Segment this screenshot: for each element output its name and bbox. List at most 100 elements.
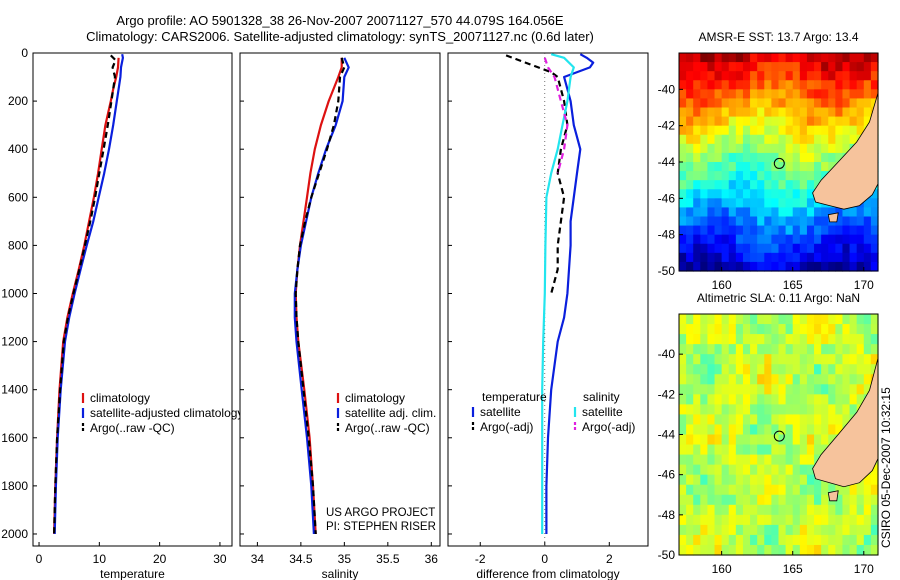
heatmap-cell	[764, 107, 772, 118]
heatmap-cell	[764, 374, 772, 385]
heatmap-cell	[863, 107, 872, 118]
heatmap-cell	[792, 134, 801, 145]
heatmap-cell	[828, 344, 836, 355]
heatmap-cell	[728, 344, 737, 355]
heatmap-cell	[742, 116, 751, 127]
heatmap-cell	[814, 424, 822, 436]
heatmap-cell	[792, 414, 801, 426]
y-tick-label: 800	[8, 238, 28, 252]
heatmap-cell	[828, 484, 836, 496]
heatmap-cell	[856, 384, 865, 395]
heatmap-cell	[721, 354, 730, 365]
heatmap-cell	[863, 374, 872, 385]
heatmap-cell	[757, 234, 765, 245]
heatmap-cell	[707, 494, 716, 506]
heatmap-cell	[728, 394, 737, 405]
heatmap-cell	[707, 524, 716, 536]
heatmap-cell	[693, 524, 701, 536]
heatmap-cell	[714, 162, 723, 172]
heatmap-cell	[721, 324, 730, 335]
heatmap-cell	[821, 354, 829, 365]
heatmap-cell	[686, 98, 694, 109]
heatmap-cell	[828, 152, 836, 163]
heatmap-cell	[764, 544, 772, 556]
heatmap-cell	[771, 524, 780, 536]
heatmap-cell	[842, 314, 851, 325]
heatmap-cell	[814, 89, 822, 100]
heatmap-cell	[714, 225, 723, 236]
heatmap-cell	[842, 89, 851, 100]
heatmap-cell	[814, 524, 822, 536]
heatmap-cell	[728, 261, 737, 272]
x-tick-label: 165	[783, 278, 803, 292]
heatmap-cell	[835, 374, 844, 385]
heatmap-cell	[771, 454, 780, 466]
heatmap-cell	[693, 134, 701, 145]
heatmap-cell	[700, 143, 709, 154]
heatmap-cell	[735, 454, 744, 466]
heatmap-cell	[842, 374, 851, 385]
heatmap-cell	[771, 189, 780, 199]
heatmap-cell	[785, 444, 794, 456]
heatmap-cell	[707, 98, 716, 109]
heatmap-cell	[835, 107, 844, 118]
heatmap-cell	[700, 494, 709, 506]
heatmap-cell	[806, 143, 815, 154]
heatmap-cell	[750, 434, 758, 446]
heatmap-cell	[693, 53, 701, 63]
heatmap-cell	[757, 252, 765, 263]
heatmap-cell	[679, 252, 687, 263]
heatmap-cell	[693, 344, 701, 355]
heatmap-cell	[735, 71, 744, 81]
heatmap-cell	[870, 334, 879, 345]
heatmap-cell	[679, 434, 687, 446]
heatmap-cell	[814, 143, 822, 154]
heatmap-cell	[679, 116, 687, 127]
legend-label: Argo(..raw -QC)	[345, 421, 430, 435]
heatmap-cell	[849, 125, 858, 136]
heatmap-cell	[849, 243, 858, 254]
heatmap-cell	[799, 207, 808, 218]
heatmap-cell	[693, 314, 701, 325]
heatmap-cell	[750, 189, 758, 199]
heatmap-cell	[707, 134, 716, 145]
heatmap-cell	[771, 464, 780, 476]
heatmap-cell	[735, 225, 744, 236]
legend-label: satellite	[480, 405, 521, 419]
heatmap-cell	[679, 464, 687, 476]
heatmap-cell	[742, 424, 751, 436]
heatmap-cell	[721, 444, 730, 456]
heatmap-cell	[721, 434, 730, 446]
heatmap-cell	[814, 53, 822, 63]
heatmap-cell	[828, 162, 836, 172]
heatmap-cell	[728, 334, 737, 345]
argo-float-marker	[773, 157, 785, 169]
heatmap-cell	[806, 71, 815, 81]
heatmap-cell	[686, 116, 694, 127]
heatmap-cell	[842, 53, 851, 63]
heatmap-cell	[856, 243, 865, 254]
heatmap-cell	[792, 384, 801, 395]
heatmap-cell	[757, 71, 765, 81]
heatmap-cell	[863, 314, 872, 325]
heatmap-cell	[792, 544, 801, 556]
heatmap-cell	[870, 464, 879, 476]
heatmap-cell	[750, 544, 758, 556]
heatmap-cell	[735, 464, 744, 476]
heatmap-cell	[849, 134, 858, 145]
heatmap-cell	[792, 484, 801, 496]
heatmap-cell	[870, 80, 879, 90]
heatmap-cell	[785, 544, 794, 556]
y-tick-label: 1800	[1, 479, 28, 493]
heatmap-cell	[792, 374, 801, 385]
heatmap-cell	[714, 434, 723, 446]
heatmap-cell	[778, 180, 787, 190]
heatmap-cell	[849, 80, 858, 90]
heatmap-cell	[842, 207, 851, 218]
heatmap-cell	[679, 198, 687, 209]
heatmap-cell	[750, 80, 758, 90]
heatmap-cell	[799, 324, 808, 335]
heatmap-cell	[700, 198, 709, 209]
heatmap-cell	[714, 464, 723, 476]
heatmap-cell	[700, 53, 709, 63]
